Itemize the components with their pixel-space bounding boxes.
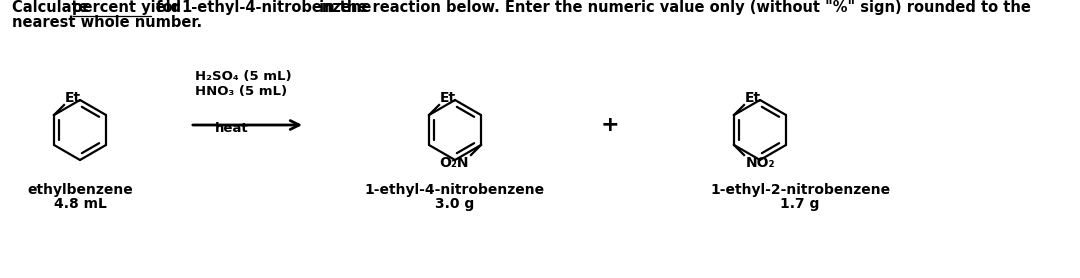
Text: 4.8 mL: 4.8 mL	[54, 197, 107, 211]
Text: for: for	[151, 0, 185, 15]
Text: H₂SO₄ (5 mL): H₂SO₄ (5 mL)	[195, 70, 292, 83]
Text: heat: heat	[215, 122, 248, 135]
Text: 1.7 g: 1.7 g	[781, 197, 820, 211]
Text: HNO₃ (5 mL): HNO₃ (5 mL)	[195, 85, 287, 98]
Text: percent yield: percent yield	[72, 0, 181, 15]
Text: Calculate: Calculate	[12, 0, 94, 15]
Text: Et: Et	[745, 91, 761, 105]
Text: 1-ethyl-2-nitrobenzene: 1-ethyl-2-nitrobenzene	[710, 183, 890, 197]
Text: NO₂: NO₂	[746, 156, 775, 170]
Text: Et: Et	[65, 91, 81, 105]
Text: 1-ethyl-4-nitrobenzene: 1-ethyl-4-nitrobenzene	[181, 0, 372, 15]
Text: 1-ethyl-4-nitrobenzene: 1-ethyl-4-nitrobenzene	[365, 183, 545, 197]
Text: in the reaction below. Enter the numeric value only (without "%" sign) rounded t: in the reaction below. Enter the numeric…	[314, 0, 1031, 15]
Text: Et: Et	[440, 91, 456, 105]
Text: +: +	[600, 115, 619, 135]
Text: ethylbenzene: ethylbenzene	[27, 183, 133, 197]
Text: O₂N: O₂N	[440, 156, 469, 170]
Text: nearest whole number.: nearest whole number.	[12, 15, 202, 30]
Text: 3.0 g: 3.0 g	[435, 197, 474, 211]
